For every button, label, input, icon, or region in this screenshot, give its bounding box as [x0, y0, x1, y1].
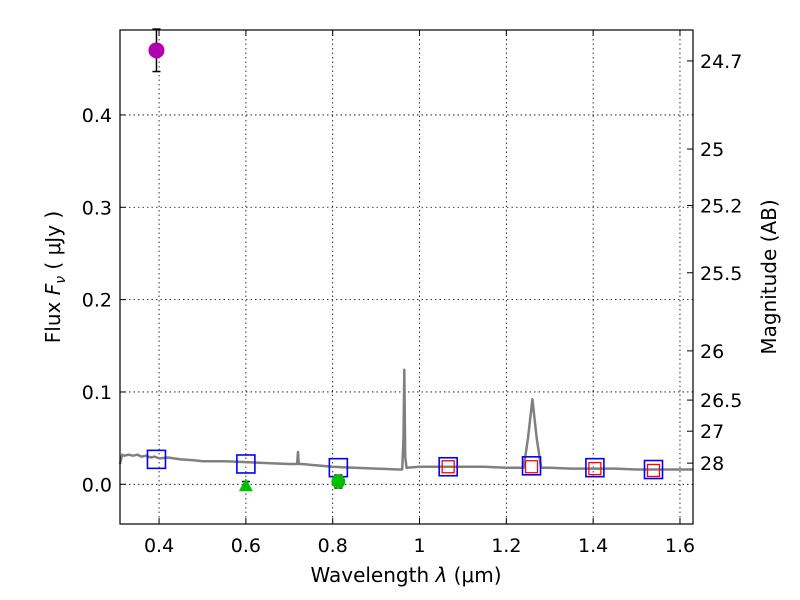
upper-limit-square: [524, 460, 539, 474]
upper-limit-square: [588, 461, 602, 476]
y-axis-title-subscript: ν: [53, 276, 69, 284]
y2-tick-label: 25.2: [700, 195, 742, 217]
y2-tick-label: 25: [700, 139, 724, 161]
model-photometry-square: [643, 459, 664, 480]
y-tick-label: 0.4: [82, 105, 112, 127]
plot-area: [118, 28, 693, 492]
y-axis-title-suffix: ( μJy ): [41, 211, 65, 276]
y-tick-label: 0.1: [82, 382, 112, 404]
y-tick-label: 0.0: [82, 474, 112, 496]
model-photometry-square: [146, 449, 167, 470]
x-tick-label: 1.2: [491, 535, 521, 557]
x-tick-label: 0.8: [318, 535, 348, 557]
y2-tick-label: 28: [700, 453, 724, 475]
model-spectrum-line: [118, 368, 693, 471]
y-axis-title-prefix: Flux: [41, 295, 65, 343]
axis-ticks: 0.4 0.6 0.8 1 1.2 1.4 1.6 0.0 0.1 0.2 0.3 0.4 24.7 25…: [82, 30, 742, 557]
model-photometry-square: [236, 454, 256, 474]
model-photometry-square: [521, 456, 542, 476]
y2-axis-title: Magnitude (AB): [757, 199, 781, 354]
x-axis-title-suffix: (μm): [447, 563, 501, 587]
y-tick-label: 0.3: [82, 197, 112, 219]
x-axis-title-prefix: Wavelength: [310, 563, 435, 587]
y2-tick-label: 26: [700, 341, 724, 363]
plot-frame: [119, 29, 694, 525]
grid-lines: [120, 30, 693, 524]
x-axis-title: Wavelength λ (μm): [310, 563, 501, 587]
outlier-circle: [148, 42, 165, 59]
model-photometry-square: [585, 457, 605, 478]
y-tick-label: 0.2: [82, 290, 112, 312]
y-axis-title-symbol: F: [41, 283, 65, 295]
x-tick-label: 0.6: [231, 535, 261, 557]
x-tick-label: 1: [413, 535, 425, 557]
y2-tick-label: 24.7: [700, 51, 742, 73]
y2-tick-label: 25.5: [700, 263, 742, 285]
x-tick-label: 1.4: [578, 535, 608, 557]
x-tick-label: 0.4: [144, 535, 174, 557]
model-photometry-square: [438, 456, 458, 477]
detection-triangle: [238, 478, 253, 492]
upper-limit-square: [441, 460, 455, 474]
x-tick-label: 1.6: [665, 535, 695, 557]
y2-tick-label: 27: [700, 421, 724, 443]
upper-limit-square: [646, 463, 661, 478]
y-axis-title: Flux Fν ( μJy ): [41, 211, 69, 343]
x-axis-title-symbol: λ: [434, 563, 447, 587]
y2-tick-label: 26.5: [700, 390, 742, 412]
detection-circle: [331, 474, 346, 489]
